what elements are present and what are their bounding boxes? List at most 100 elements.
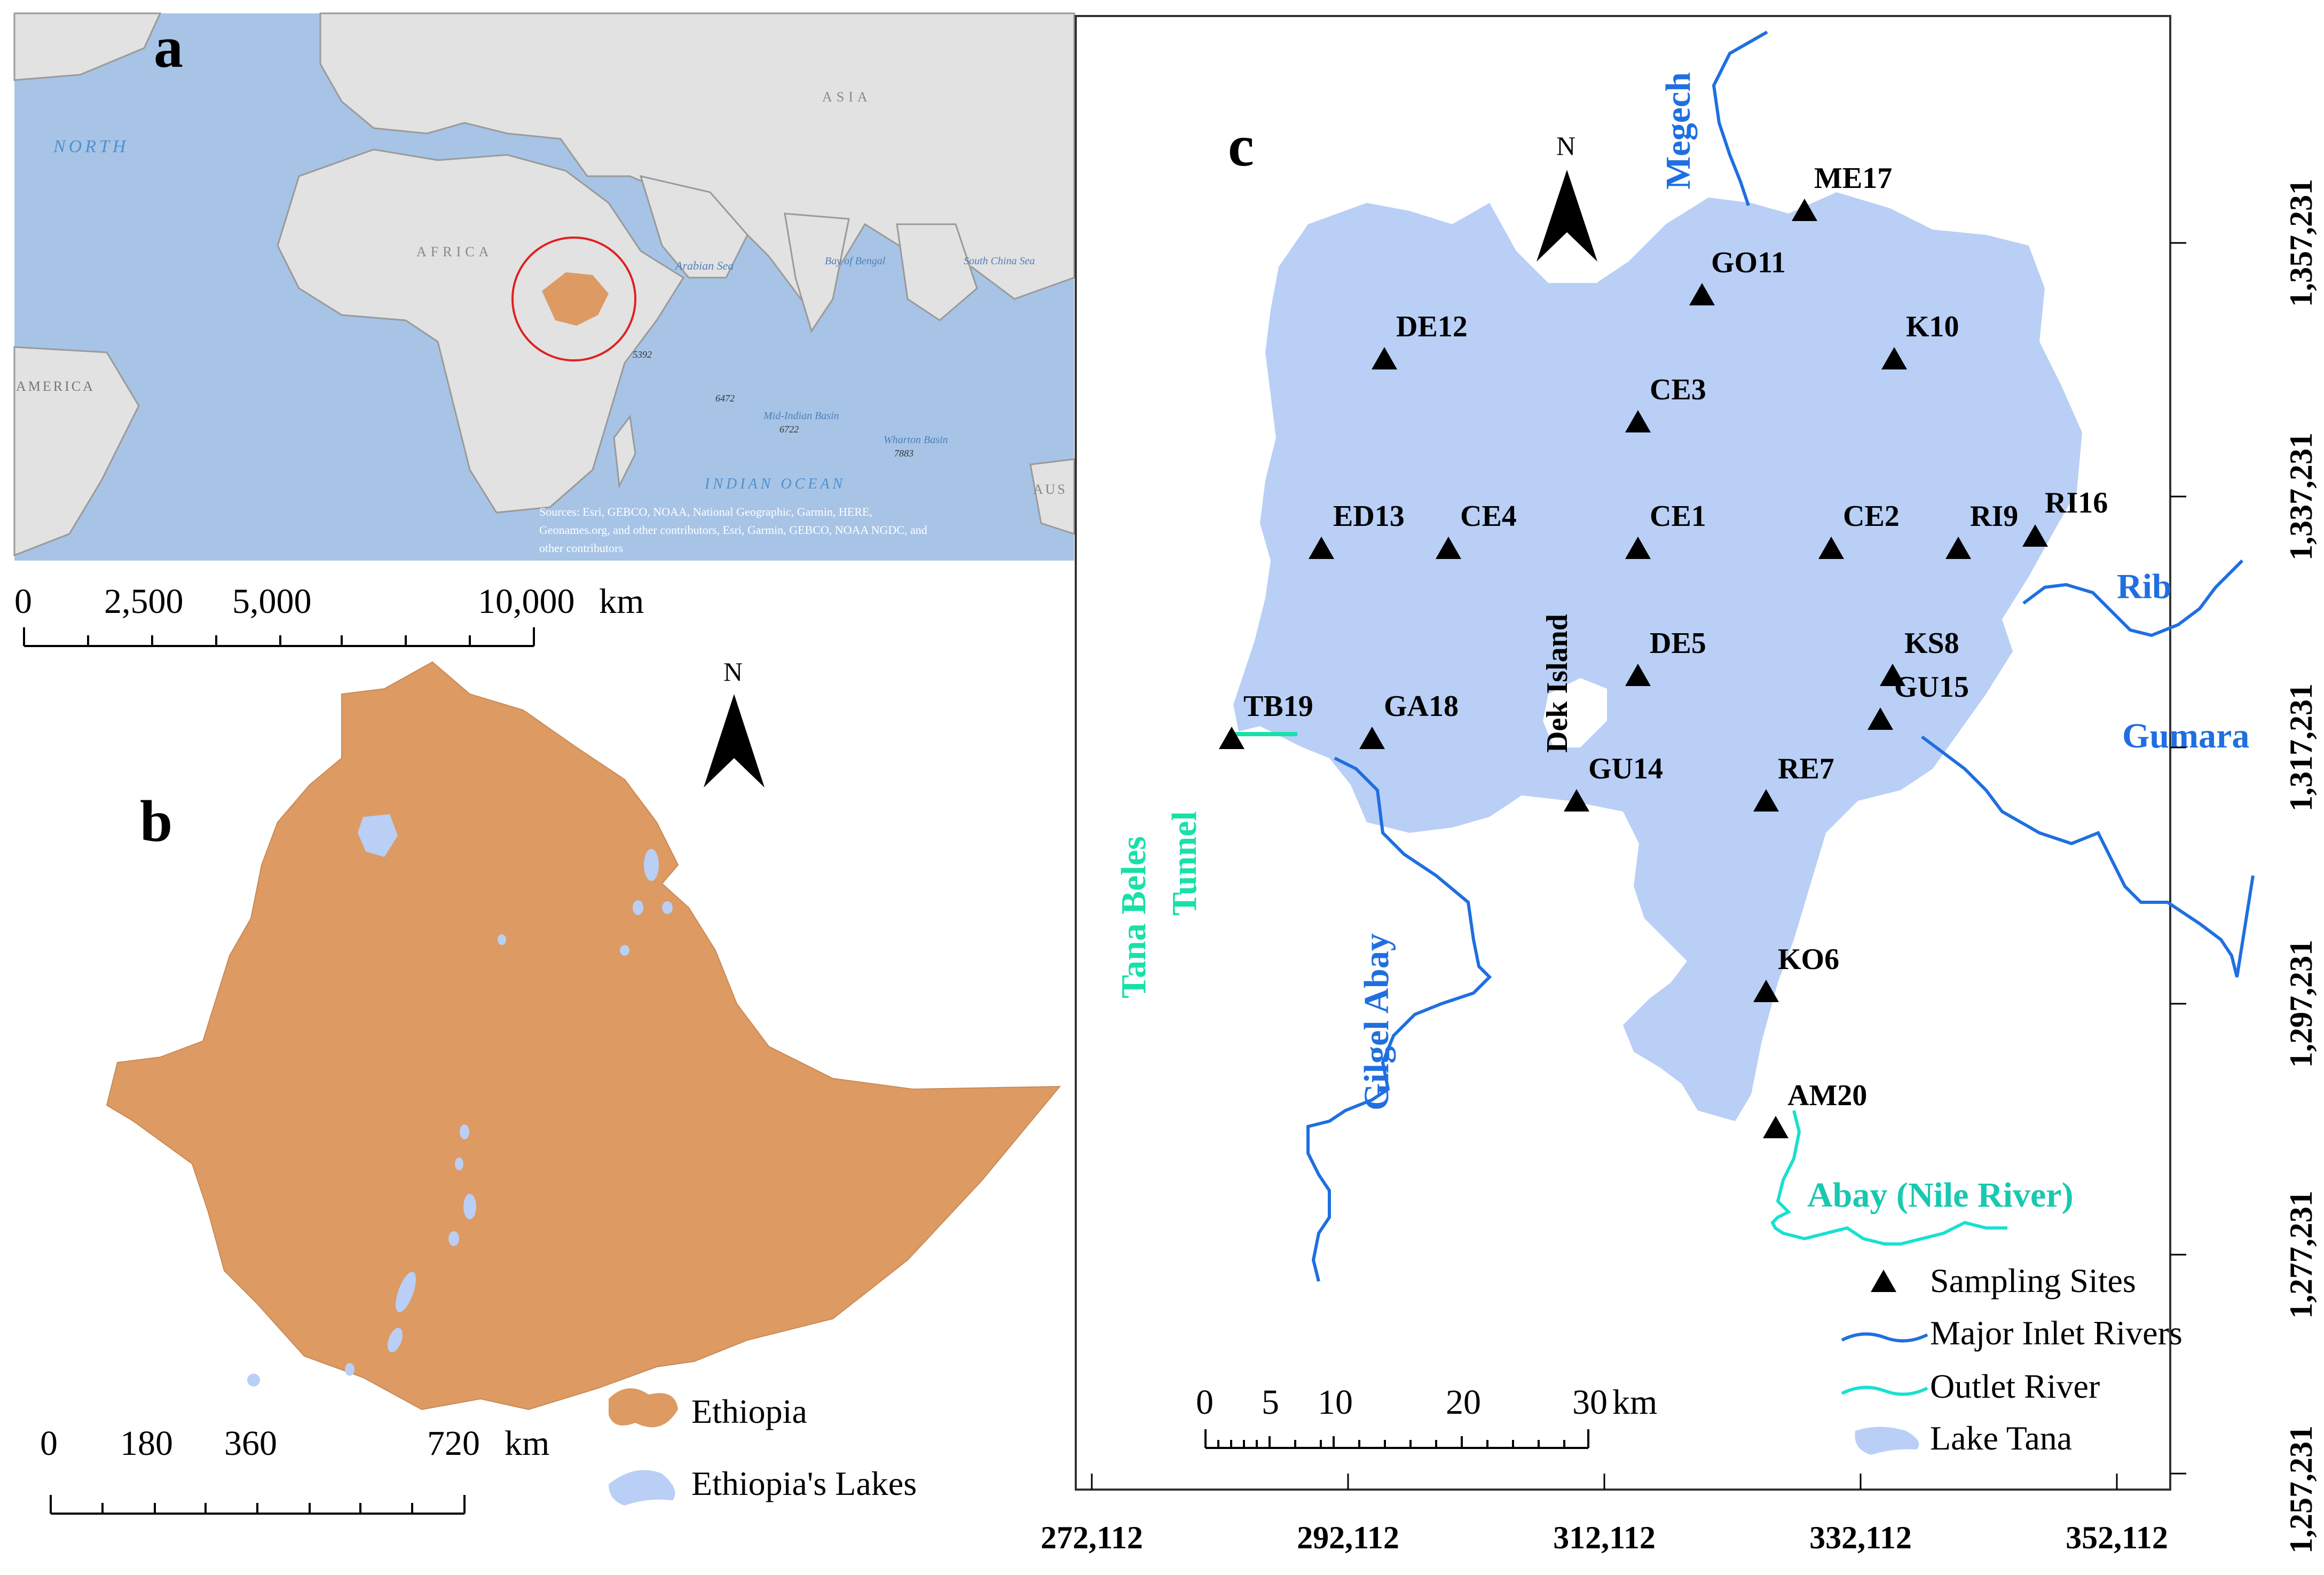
panel-b-label: b	[140, 789, 172, 854]
x-tick-label-1: 292,112	[1297, 1520, 1399, 1555]
site-label-CE1: CE1	[1650, 500, 1706, 533]
sampling-sites	[1219, 199, 2048, 1138]
legend-ethiopia-swatch	[609, 1388, 678, 1428]
site-label-KO6: KO6	[1778, 943, 1839, 976]
lake-small-6	[460, 1124, 469, 1139]
lake-small-11	[388, 1328, 403, 1352]
site-marker-AM20	[1763, 1116, 1789, 1138]
ethiopia-highlight-circle	[511, 237, 636, 361]
panel-b-scale-bar	[50, 1495, 466, 1515]
lake-small-8	[463, 1194, 476, 1219]
legend-lake-icon	[1855, 1427, 1919, 1455]
site-label-GU14: GU14	[1588, 752, 1663, 785]
site-marker-CE1	[1625, 537, 1651, 559]
gumara-river	[1921, 735, 2255, 978]
y-tick-label-4: 1,277,231	[2283, 1191, 2319, 1319]
scale-c-tick-0: 0	[1196, 1383, 1214, 1422]
site-label-CE3: CE3	[1650, 373, 1706, 406]
legend-lake-label: Lake Tana	[1930, 1419, 2072, 1457]
site-label-RI9: RI9	[1970, 500, 2018, 533]
lake-small-3	[662, 901, 673, 914]
land-label-america: AMERICA	[16, 379, 95, 394]
y-tick-label-3: 1,297,231	[2283, 940, 2319, 1068]
scale-c-unit: km	[1612, 1383, 1657, 1422]
island-label: Dek Island	[1541, 614, 1574, 753]
river-label-abay: Abay (Nile River)	[1807, 1176, 2074, 1215]
lake-tana-small	[358, 814, 398, 857]
x-tick-label-4: 352,112	[2066, 1520, 2168, 1555]
north-arrow-c-letter: N	[1556, 131, 1575, 161]
panel-c: N c ME17 GO11	[1041, 15, 2319, 1555]
site-label-DE12: DE12	[1396, 310, 1468, 343]
legend-outlet-icon	[1841, 1385, 1928, 1396]
site-label-CE2: CE2	[1843, 500, 1900, 533]
legend-site-icon	[1871, 1270, 1896, 1292]
ocean-label-north: NORTH	[53, 137, 129, 156]
legend-ethiopia-label: Ethiopia	[691, 1392, 807, 1430]
ocean-label-indian: INDIAN OCEAN	[704, 476, 846, 492]
x-tick-label-3: 332,112	[1809, 1520, 1912, 1555]
legend-outlet-label: Outlet River	[1930, 1367, 2100, 1405]
site-marker-KO6	[1753, 980, 1779, 1002]
scale-a-tick-0: 0	[14, 582, 32, 621]
site-label-RE7: RE7	[1778, 752, 1834, 785]
legend-inlet-icon	[1841, 1332, 1928, 1343]
site-marker-CE4	[1436, 537, 1461, 559]
depth-label-3: 7883	[894, 448, 913, 459]
x-tick-label-2: 312,112	[1553, 1520, 1656, 1555]
panel-a-land	[13, 12, 1075, 557]
panel-a-scale-bar	[23, 627, 535, 647]
land-label-africa: AFRICA	[416, 244, 493, 259]
site-marker-DE12	[1372, 347, 1397, 369]
y-tick-label-0: 1,357,231	[2283, 179, 2319, 307]
x-tick-label-0: 272,112	[1041, 1520, 1143, 1555]
north-arrow-c-icon	[1537, 170, 1597, 262]
panel-a: a NORTH INDIAN OCEAN Arabian Sea Bay of …	[13, 12, 1075, 647]
site-label-AM20: AM20	[1787, 1079, 1867, 1112]
depth-label-1: 6472	[715, 393, 735, 404]
scale-b-tick-2: 360	[224, 1424, 277, 1463]
site-label-ED13: ED13	[1333, 500, 1405, 533]
north-arrow-b-icon	[704, 694, 765, 788]
site-label-GO11: GO11	[1711, 246, 1786, 279]
scale-c-tick-2: 10	[1318, 1383, 1353, 1422]
y-tick-label-5: 1,257,231	[2283, 1426, 2319, 1554]
legend-site-label: Sampling Sites	[1930, 1262, 2136, 1300]
scale-a-unit: km	[599, 582, 644, 621]
tunnel-label-line1: Tana Beles	[1114, 836, 1153, 998]
legend-inlet-label: Major Inlet Rivers	[1930, 1314, 2183, 1352]
river-label-gumara: Gumara	[2122, 716, 2249, 755]
scale-b-tick-1: 180	[120, 1424, 173, 1463]
river-label-gilgel-abay: Gilgel Abay	[1357, 933, 1396, 1111]
site-marker-GO11	[1689, 283, 1715, 305]
lake-small-2	[633, 900, 643, 915]
site-marker-ME17	[1792, 199, 1817, 221]
lake-small-1	[644, 849, 659, 881]
y-tick-label-1: 1,337,231	[2283, 432, 2319, 561]
site-label-RI16: RI16	[2045, 486, 2108, 519]
scale-b-tick-3: 720	[427, 1424, 480, 1463]
madagascar	[613, 414, 636, 489]
site-marker-ED13	[1309, 537, 1334, 559]
greenland-edge	[13, 12, 162, 81]
sea-label-south-china: South China Sea	[964, 255, 1035, 267]
lake-small-4	[620, 945, 629, 956]
india	[784, 212, 850, 333]
land-label-aus: AUS	[1033, 482, 1067, 497]
gilgel-abay-river	[1306, 757, 1492, 1282]
scale-a-tick-3: 10,000	[478, 582, 575, 621]
scale-b-unit: km	[505, 1424, 549, 1463]
scale-c-tick-1: 5	[1262, 1383, 1279, 1422]
north-arrow-b-letter: N	[723, 657, 743, 687]
africa-landmass	[277, 148, 685, 514]
legend-lakes-label: Ethiopia's Lakes	[691, 1464, 917, 1502]
panel-c-label: c	[1228, 113, 1254, 178]
y-axis-ticks	[2170, 242, 2186, 1475]
y-tick-label-2: 1,317,231	[2283, 683, 2319, 812]
site-label-K10: K10	[1906, 310, 1959, 343]
river-label-rib: Rib	[2117, 567, 2172, 606]
attribution-line-2: Geonames.org, and other contributors, Es…	[539, 523, 927, 537]
southeast-asia	[896, 223, 978, 321]
site-marker-K10	[1881, 347, 1907, 369]
scale-a-tick-1: 2,500	[104, 582, 184, 621]
